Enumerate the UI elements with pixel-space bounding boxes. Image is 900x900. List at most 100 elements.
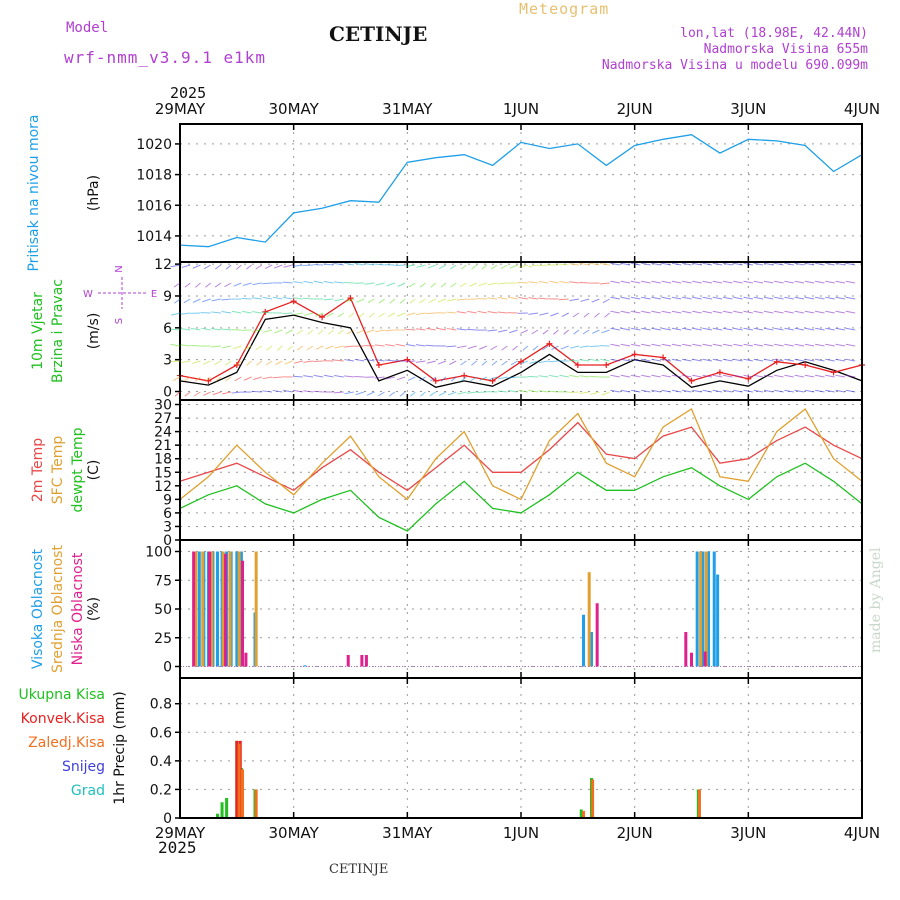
wind-vector — [835, 262, 846, 266]
wind-vector — [334, 374, 344, 378]
wind-vector — [374, 376, 385, 379]
wind-vector — [594, 312, 600, 318]
wind-vector — [743, 280, 753, 284]
wind-vector — [573, 329, 580, 335]
ytick-label: 9 — [163, 289, 172, 305]
wind-vector — [303, 297, 314, 300]
wind-vector — [500, 264, 508, 270]
wind-vector — [252, 297, 262, 300]
wind-vector — [641, 262, 651, 266]
wind-vector — [487, 311, 498, 314]
bar-precip_total — [220, 802, 224, 818]
wind-vector — [333, 359, 344, 362]
wind-vector — [440, 282, 447, 288]
wind-vector — [549, 280, 559, 284]
wind-vector — [262, 390, 273, 393]
wind-vector — [385, 376, 395, 380]
wind-vector — [405, 343, 416, 347]
wind-vector — [794, 296, 805, 300]
wind-vector — [712, 389, 723, 393]
wind-vector — [671, 389, 682, 393]
wind-vector — [774, 296, 784, 300]
bar-precip_conv — [235, 740, 239, 818]
wind-vector — [630, 358, 641, 362]
wind-vector — [845, 358, 856, 362]
bar-precip_frozen — [241, 769, 245, 818]
time-tick-top-6: 4JUN — [844, 100, 880, 118]
wind-vector — [671, 358, 682, 362]
wind-vector — [214, 282, 222, 288]
wind-vector — [804, 374, 815, 378]
wind-vector — [447, 298, 457, 302]
bar-cloud_high — [582, 614, 586, 667]
station-title: CETINJE — [329, 22, 428, 46]
wind-vector — [774, 343, 784, 347]
ytick-label: 24 — [154, 425, 172, 441]
wind-vector — [559, 374, 569, 378]
wind-vector — [487, 329, 498, 332]
wind-vector — [743, 389, 753, 393]
wind-vector — [509, 264, 518, 269]
wind-vector — [661, 296, 672, 300]
wind-vector — [763, 358, 774, 362]
wind-vector — [579, 281, 590, 284]
wind-vector — [427, 264, 436, 269]
wind-vector — [835, 374, 846, 378]
wind-vector — [266, 345, 273, 351]
wind-vector — [794, 310, 805, 314]
wind-vector — [620, 310, 631, 314]
wind-vector — [600, 262, 610, 266]
wind-vector — [172, 376, 181, 382]
wind-vector — [835, 343, 846, 347]
wind-vector — [733, 374, 743, 378]
wind-vector — [743, 327, 753, 331]
precip-legend-3: Snijeg — [62, 759, 105, 775]
wind-vector — [405, 360, 416, 363]
wind-vector — [692, 374, 702, 378]
wind-vector — [550, 312, 559, 317]
wind-vector — [334, 263, 344, 266]
panel-title-temperature-1: SFC Temp — [50, 436, 66, 505]
wind-vector — [377, 391, 385, 397]
wind-vector — [315, 345, 324, 350]
wind-vector — [572, 312, 580, 318]
wind-vector — [641, 327, 651, 331]
panel-frame — [179, 399, 863, 541]
wind-vector — [419, 282, 426, 288]
wind-vector — [682, 389, 692, 393]
wind-vector — [528, 312, 539, 315]
wind-vector — [682, 358, 692, 362]
wind-vector — [466, 328, 477, 331]
wind-vector — [287, 345, 293, 351]
wind-vector — [490, 345, 498, 351]
wind-vector — [692, 358, 702, 362]
wind-vector — [428, 298, 436, 303]
panel-unit-pressure: (hPa) — [86, 175, 102, 211]
wind-vector — [409, 298, 416, 304]
model-label: Model — [66, 20, 109, 36]
wind-vector — [364, 358, 375, 362]
ytick-label: 27 — [154, 411, 172, 427]
wind-vector — [743, 310, 753, 314]
wind-vector — [501, 345, 508, 351]
wind-vector — [753, 389, 764, 393]
wind-vector — [313, 280, 324, 284]
wind-vector — [528, 264, 539, 268]
wind-vector — [374, 263, 385, 266]
wind-vector — [763, 389, 774, 393]
wind-vector — [245, 264, 252, 270]
wind-vector — [347, 329, 355, 335]
wind-vector — [479, 345, 488, 350]
wind-vector — [378, 312, 385, 318]
wind-vector — [825, 310, 835, 314]
wind-vector — [579, 391, 590, 395]
wind-vector — [437, 298, 447, 303]
wind-vector — [753, 262, 764, 266]
wind-vector — [794, 327, 805, 331]
wind-vector — [450, 376, 457, 382]
ytick-label: 3 — [163, 519, 172, 535]
wind-vector — [456, 328, 467, 331]
wind-vector — [345, 298, 355, 303]
wind-vector — [241, 297, 252, 300]
panel-precip: 0 0.2 0.4 0.6 0.8 — [150, 677, 863, 827]
